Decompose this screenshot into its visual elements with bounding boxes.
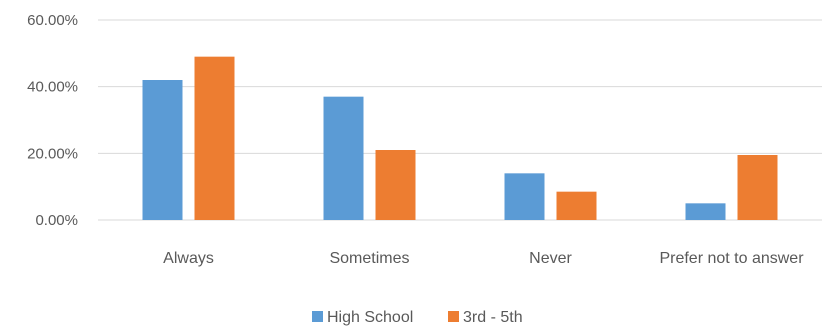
legend-swatch <box>448 311 459 322</box>
x-axis-categories: Always Sometimes Never Prefer not to answer <box>163 250 804 267</box>
bar-high-school-never <box>504 173 545 220</box>
bar-high-school-sometimes <box>323 96 364 220</box>
x-category-label: Prefer not to answer <box>659 250 804 267</box>
legend-label: 3rd - 5th <box>463 309 523 326</box>
bar-3rd-5th-prefer-not-to-answer <box>737 155 778 220</box>
legend-swatch <box>312 311 323 322</box>
bar-high-school-prefer-not-to-answer <box>685 203 726 220</box>
x-category-label: Always <box>163 250 214 267</box>
y-tick-label: 40.00% <box>27 79 78 96</box>
y-tick-label: 20.00% <box>27 145 78 162</box>
bar-3rd-5th-never <box>556 191 597 220</box>
x-category-label: Never <box>529 250 572 267</box>
y-tick-label: 0.00% <box>35 212 78 229</box>
legend: High School 3rd - 5th <box>312 309 523 326</box>
bar-3rd-5th-always <box>194 56 235 220</box>
y-axis-ticks: 0.00% 20.00% 40.00% 60.00% <box>27 12 78 229</box>
y-tick-label: 60.00% <box>27 12 78 29</box>
bars <box>142 56 778 220</box>
bar-3rd-5th-sometimes <box>375 150 416 220</box>
bar-high-school-always <box>142 80 183 220</box>
x-category-label: Sometimes <box>329 250 409 267</box>
legend-label: High School <box>327 309 413 326</box>
